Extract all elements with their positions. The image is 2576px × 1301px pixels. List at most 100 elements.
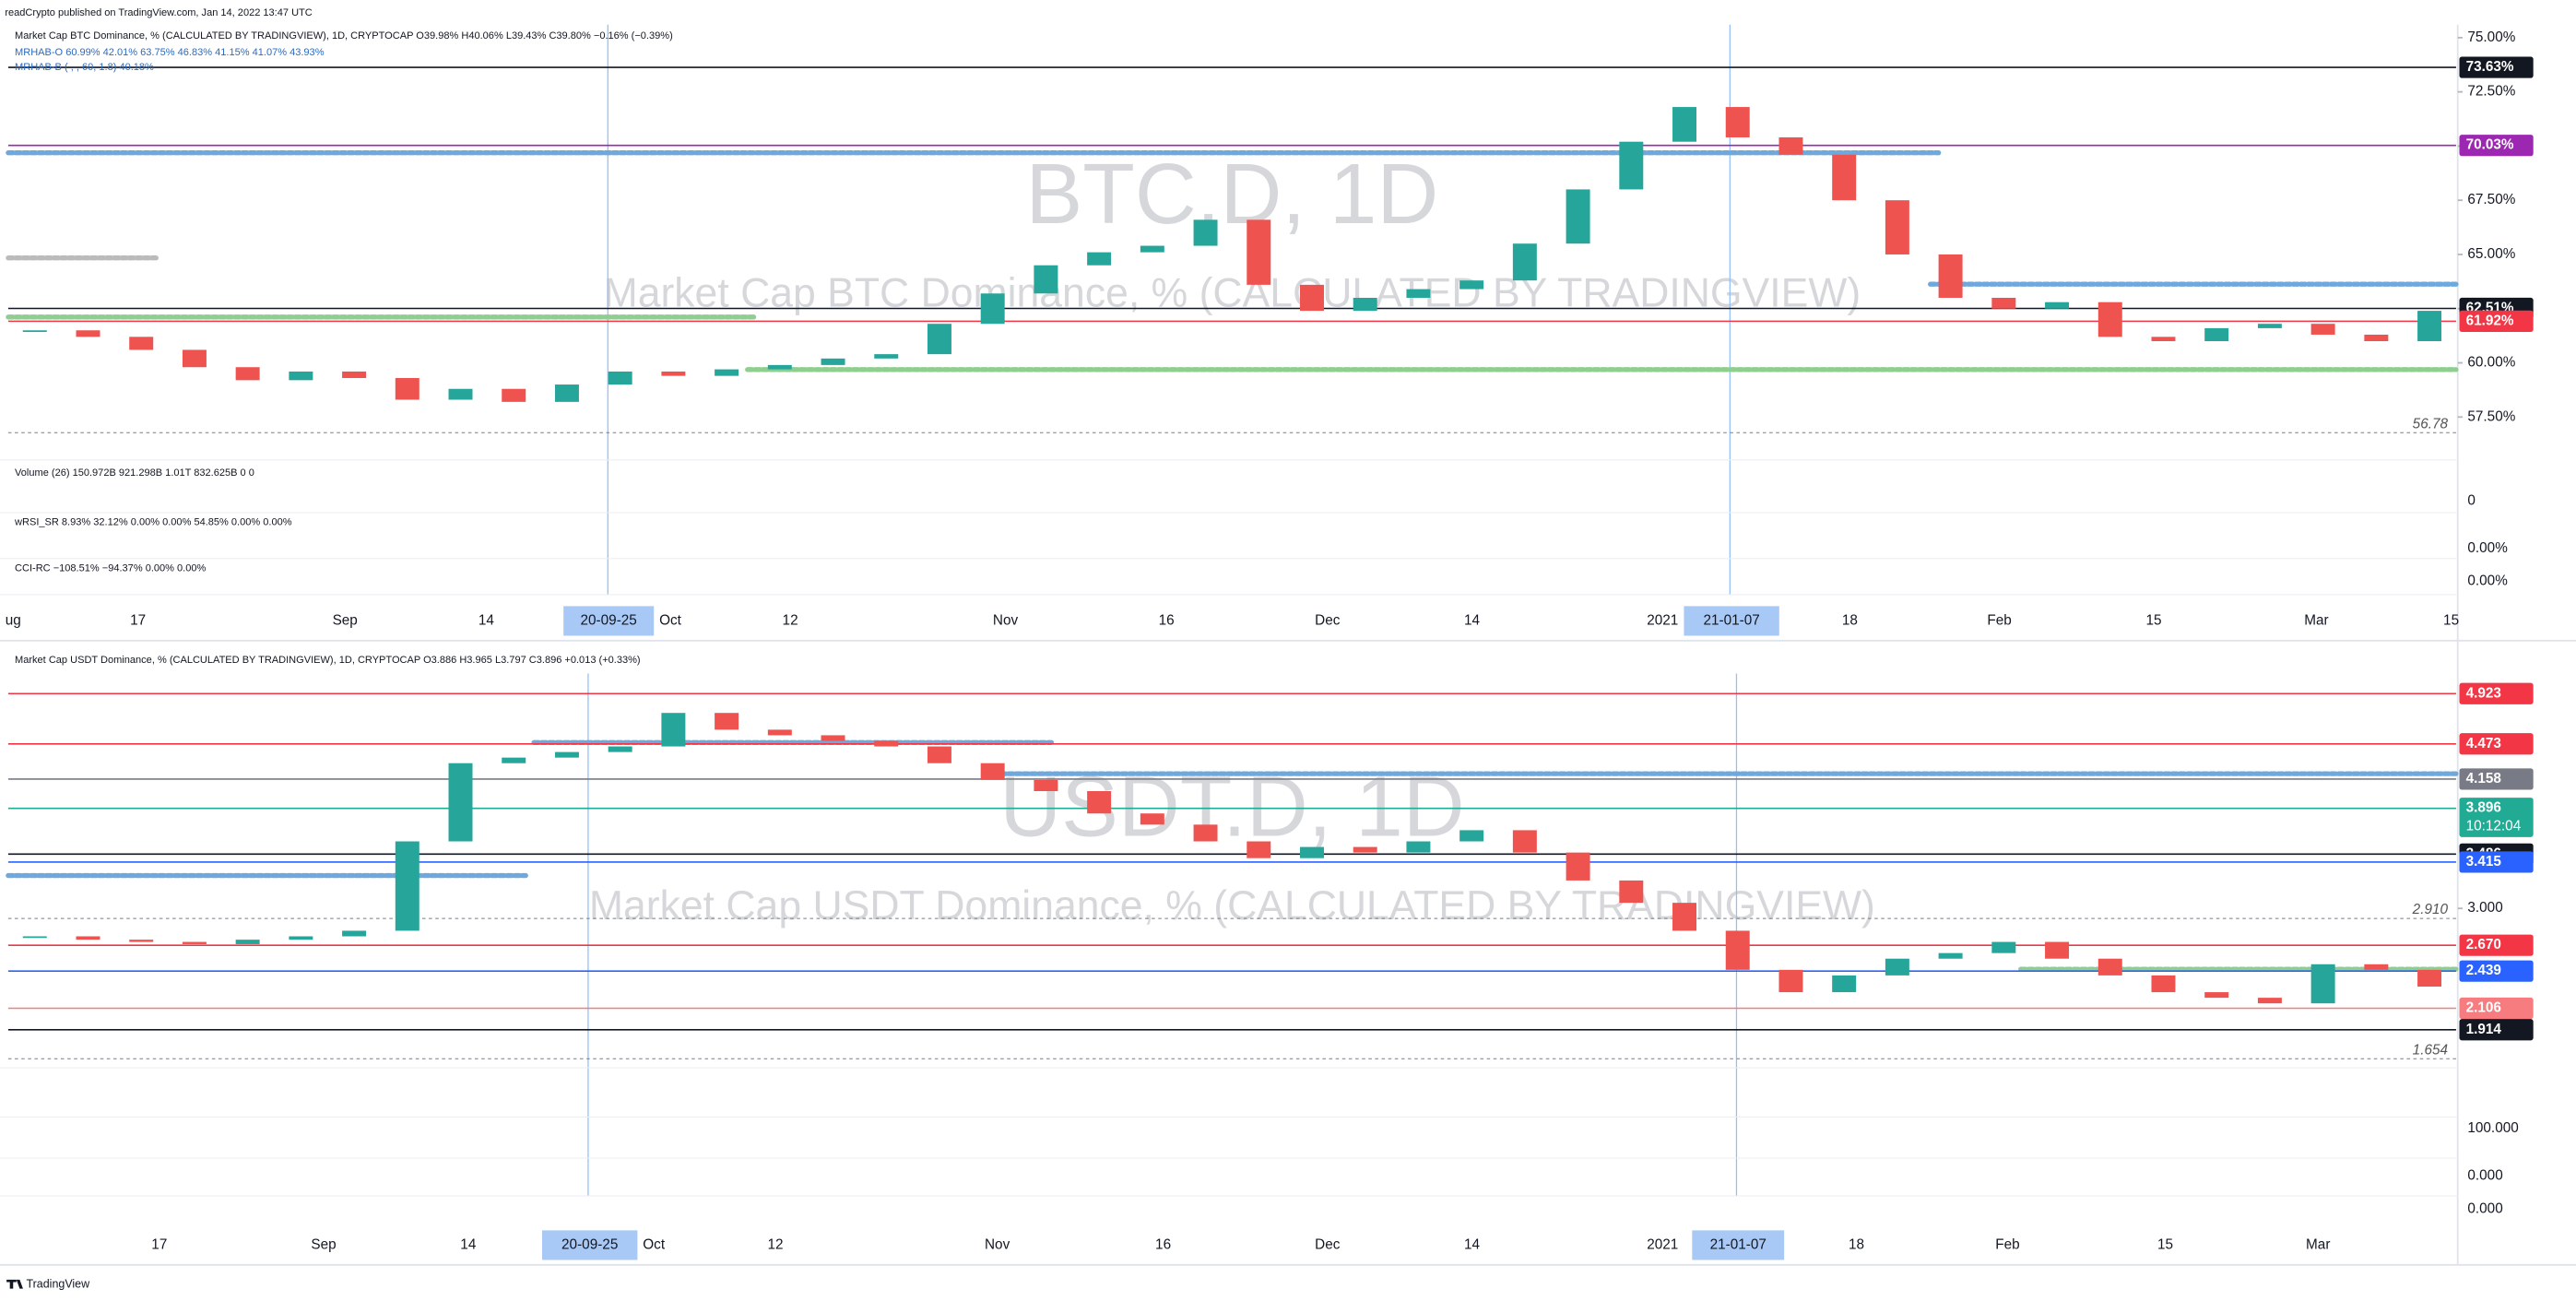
candle: [235, 367, 260, 381]
level-note: 1.654: [2413, 1042, 2448, 1058]
candle: [927, 324, 951, 355]
time-label: 14: [1464, 1236, 1481, 1252]
candle: [1406, 289, 1431, 298]
indicator-title: Volume (26) 150.972B 921.298B 1.01T 832.…: [15, 467, 254, 479]
candle: [1885, 200, 1909, 254]
candle: [1087, 791, 1112, 814]
publisher: readCrypto published on TradingView.com,…: [5, 7, 312, 18]
price-label: 1.914: [2466, 1022, 2502, 1037]
candle: [1566, 852, 1590, 881]
price-label-box: [2459, 733, 2534, 755]
candle: [448, 763, 473, 842]
y-tick-label: 3.000: [2467, 900, 2502, 916]
time-label: Dec: [1315, 612, 1341, 628]
time-label: 16: [1159, 612, 1175, 628]
y-tick-label: 60.00%: [2467, 355, 2515, 371]
time-label: 18: [1842, 612, 1858, 628]
crosshair-date-box: [542, 1230, 638, 1260]
crosshair-date: 20-09-25: [581, 612, 637, 628]
candle: [502, 757, 526, 763]
candle: [2151, 337, 2176, 342]
price-label-box: [2459, 1019, 2534, 1041]
chart-title: Market Cap BTC Dominance, % (CALCULATED …: [15, 30, 673, 41]
crosshair-date: 21-01-07: [1710, 1236, 1767, 1252]
candle: [1034, 779, 1058, 792]
time-label: 2021: [1647, 1236, 1678, 1252]
crosshair-date-box: [1692, 1230, 1785, 1260]
time-label: Sep: [333, 612, 358, 628]
candle: [554, 384, 579, 402]
indicator-scale: 0.000: [2467, 1168, 2502, 1184]
time-label: Sep: [311, 1236, 336, 1252]
time-label: Feb: [1995, 1236, 2019, 1252]
candle: [661, 713, 686, 747]
candle: [342, 930, 367, 937]
price-label: 2.439: [2466, 963, 2501, 978]
candle: [715, 713, 739, 730]
crosshair-date: 20-09-25: [561, 1236, 618, 1252]
candle: [1459, 280, 1484, 290]
time-label: Dec: [1315, 1236, 1341, 1252]
watermark: BTC.D, 1D: [1026, 146, 1439, 242]
candle: [2257, 324, 2282, 328]
time-label: Feb: [1987, 612, 2011, 628]
y-tick-label: 65.00%: [2467, 246, 2515, 262]
indicator-title: CCI-RC −108.51% −94.37% 0.00% 0.00%: [15, 562, 206, 574]
time-label: Oct: [643, 1236, 666, 1252]
price-label-box: [2459, 682, 2534, 704]
candle: [554, 751, 579, 758]
candle: [1034, 265, 1058, 294]
price-label-box: [2459, 310, 2534, 332]
candle: [821, 358, 845, 365]
candle: [2417, 311, 2442, 342]
level-note: 56.78: [2413, 416, 2449, 432]
candle: [1512, 243, 1537, 281]
crosshair-date-box: [563, 606, 655, 636]
indicator-scale: 0.000: [2467, 1200, 2502, 1216]
indicator-legend: MRHAB-B ( , , 60, 1.8) 40.18%: [15, 62, 154, 73]
candle: [1193, 219, 1218, 246]
time-label: 2021: [1647, 612, 1678, 628]
candle: [874, 740, 899, 747]
candle: [76, 936, 100, 940]
candle: [1832, 154, 1857, 201]
candle: [2310, 324, 2335, 335]
time-label: 16: [1155, 1236, 1171, 1252]
time-label: 15: [2157, 1236, 2173, 1252]
price-label-box: [2459, 960, 2534, 982]
time-label: 14: [479, 612, 495, 628]
candle: [1140, 813, 1164, 825]
time-label: Nov: [985, 1236, 1010, 1252]
y-tick-label: 57.50%: [2467, 408, 2515, 424]
price-label-box: [2459, 934, 2534, 956]
candle: [289, 936, 313, 940]
footer-logo-text: TradingView: [27, 1277, 91, 1290]
time-label: Nov: [993, 612, 1019, 628]
candle: [129, 940, 154, 942]
candle: [1140, 245, 1164, 253]
candle: [22, 936, 47, 939]
candle: [1247, 841, 1271, 858]
time-label: Oct: [659, 612, 682, 628]
candle: [874, 354, 899, 359]
countdown: 10:12:04: [2466, 818, 2522, 834]
price-label: 2.106: [2466, 1000, 2501, 1016]
indicator-scale: 0.00%: [2467, 540, 2508, 556]
candle: [2364, 334, 2389, 342]
price-label: 73.63%: [2466, 59, 2514, 75]
candle: [76, 330, 100, 337]
candle: [1353, 297, 1377, 312]
time-label: 18: [1849, 1236, 1864, 1252]
candle: [608, 371, 632, 385]
price-label: 61.92%: [2466, 313, 2514, 328]
time-label: 15: [2443, 612, 2459, 628]
candle: [1193, 824, 1218, 842]
level-note: 2.910: [2412, 902, 2449, 917]
candle: [1672, 107, 1697, 142]
candle: [2204, 992, 2229, 999]
candle: [1885, 958, 1909, 976]
candle: [1991, 297, 2016, 309]
